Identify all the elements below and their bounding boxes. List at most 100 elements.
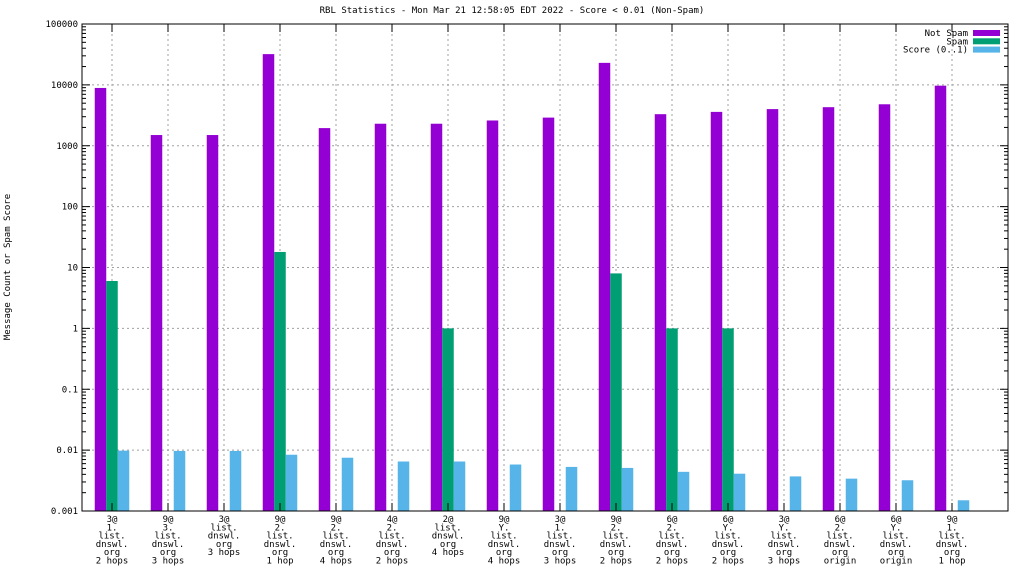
- bar-score-: [565, 466, 578, 511]
- x-tick-label: 3.: [163, 523, 174, 533]
- x-tick-label: 2@: [443, 515, 454, 525]
- x-tick-label: 6@: [891, 515, 902, 525]
- x-tick-label: org: [888, 548, 904, 558]
- bar-not-spam: [654, 114, 667, 512]
- y-tick-label: 10: [67, 264, 78, 274]
- y-axis-label: Message Count or Spam Score: [3, 194, 13, 340]
- x-tick-label: dnswl.: [208, 532, 241, 542]
- bar-score-: [173, 450, 186, 511]
- x-tick-label: 3 hops: [544, 557, 577, 567]
- x-tick-label: 2 hops: [376, 557, 409, 567]
- y-tick-label: 0.001: [51, 507, 78, 517]
- y-tick-label: 100000: [45, 20, 78, 30]
- x-tick-label: 2.: [835, 523, 846, 533]
- x-tick-label: 2.: [331, 523, 342, 533]
- x-tick-label: org: [608, 548, 624, 558]
- bar-spam: [610, 273, 622, 511]
- x-tick-label: 4 hops: [320, 557, 353, 567]
- x-tick-label: 2 hops: [712, 557, 745, 567]
- y-tick-label: 10000: [51, 81, 78, 91]
- bar-score-: [285, 454, 298, 511]
- x-tick-label: list.: [266, 532, 293, 542]
- x-tick-label: 1 hop: [938, 557, 965, 567]
- x-tick-label: list.: [714, 532, 741, 542]
- x-tick-label: org: [440, 540, 456, 550]
- x-tick-label: dnswl.: [712, 540, 745, 550]
- x-tick-label: list.: [210, 523, 237, 533]
- bar-spam: [274, 251, 286, 512]
- x-tick-label: 9@: [947, 515, 958, 525]
- x-tick-label: origin: [824, 557, 857, 567]
- x-tick-label: dnswl.: [600, 540, 633, 550]
- y-tick-label: 0.01: [56, 446, 78, 456]
- x-tick-label: list.: [322, 532, 349, 542]
- x-tick-label: dnswl.: [320, 540, 353, 550]
- bar-not-spam: [766, 109, 779, 511]
- x-tick-label: 1.: [107, 523, 118, 533]
- x-tick-label: 9@: [499, 515, 510, 525]
- x-tick-label: 1.: [555, 523, 566, 533]
- x-tick-label: 3@: [219, 515, 230, 525]
- x-tick-label: 9@: [611, 515, 622, 525]
- x-tick-label: dnswl.: [376, 540, 409, 550]
- y-tick-label: 0.1: [62, 385, 78, 395]
- chart-title: RBL Statistics - Mon Mar 21 12:58:05 EDT…: [320, 6, 705, 16]
- x-tick-label: 1.: [947, 523, 958, 533]
- bar-score-: [397, 461, 410, 511]
- x-tick-label: list.: [658, 532, 685, 542]
- x-tick-label: list.: [434, 523, 461, 533]
- x-tick-label: 2 hops: [600, 557, 633, 567]
- x-tick-label: 2 hops: [96, 557, 129, 567]
- bar-not-spam: [374, 123, 387, 511]
- x-tick-label: list.: [770, 532, 797, 542]
- y-tick-label: 1000: [56, 142, 78, 152]
- x-tick-label: Y.: [499, 523, 510, 533]
- x-tick-label: org: [216, 540, 232, 550]
- bar-not-spam: [262, 54, 275, 512]
- bar-not-spam: [430, 123, 443, 511]
- x-tick-label: Y.: [723, 523, 734, 533]
- bar-score-: [901, 480, 914, 511]
- bar-spam: [722, 328, 734, 511]
- bar-not-spam: [822, 107, 835, 511]
- legend-label: Not Spam: [925, 29, 968, 39]
- bar-not-spam: [542, 117, 555, 511]
- bar-score-: [621, 467, 634, 511]
- x-tick-label: Y.: [779, 523, 790, 533]
- x-tick-label: 6@: [835, 515, 846, 525]
- x-tick-label: org: [328, 548, 344, 558]
- bar-not-spam: [206, 135, 219, 511]
- bar-spam: [106, 281, 118, 511]
- x-tick-label: dnswl.: [824, 540, 857, 550]
- legend-swatch: [973, 46, 1000, 53]
- x-tick-label: 6@: [667, 515, 678, 525]
- x-tick-label: org: [552, 548, 568, 558]
- x-tick-label: 3@: [555, 515, 566, 525]
- x-tick-label: dnswl.: [656, 540, 689, 550]
- bar-score-: [341, 457, 354, 511]
- x-tick-label: org: [496, 548, 512, 558]
- bar-score-: [677, 471, 690, 511]
- x-tick-label: list.: [938, 532, 965, 542]
- x-tick-label: 3@: [107, 515, 118, 525]
- x-tick-label: org: [272, 548, 288, 558]
- x-tick-label: 2 hops: [656, 557, 689, 567]
- x-tick-label: 9@: [275, 515, 286, 525]
- bar-not-spam: [710, 111, 723, 512]
- x-tick-label: dnswl.: [936, 540, 969, 550]
- x-tick-label: 6@: [723, 515, 734, 525]
- bar-score-: [957, 500, 970, 511]
- bar-not-spam: [318, 128, 331, 511]
- x-tick-label: 3 hops: [768, 557, 801, 567]
- legend-swatch: [973, 38, 1000, 45]
- x-tick-label: org: [104, 548, 120, 558]
- x-tick-label: Y.: [891, 523, 902, 533]
- x-tick-label: list.: [826, 532, 853, 542]
- bar-score-: [845, 478, 858, 511]
- x-tick-label: list.: [154, 532, 181, 542]
- bar-not-spam: [486, 120, 499, 511]
- x-tick-label: dnswl.: [488, 540, 521, 550]
- x-tick-label: 9@: [163, 515, 174, 525]
- bar-spam: [666, 328, 678, 511]
- x-tick-label: org: [384, 548, 400, 558]
